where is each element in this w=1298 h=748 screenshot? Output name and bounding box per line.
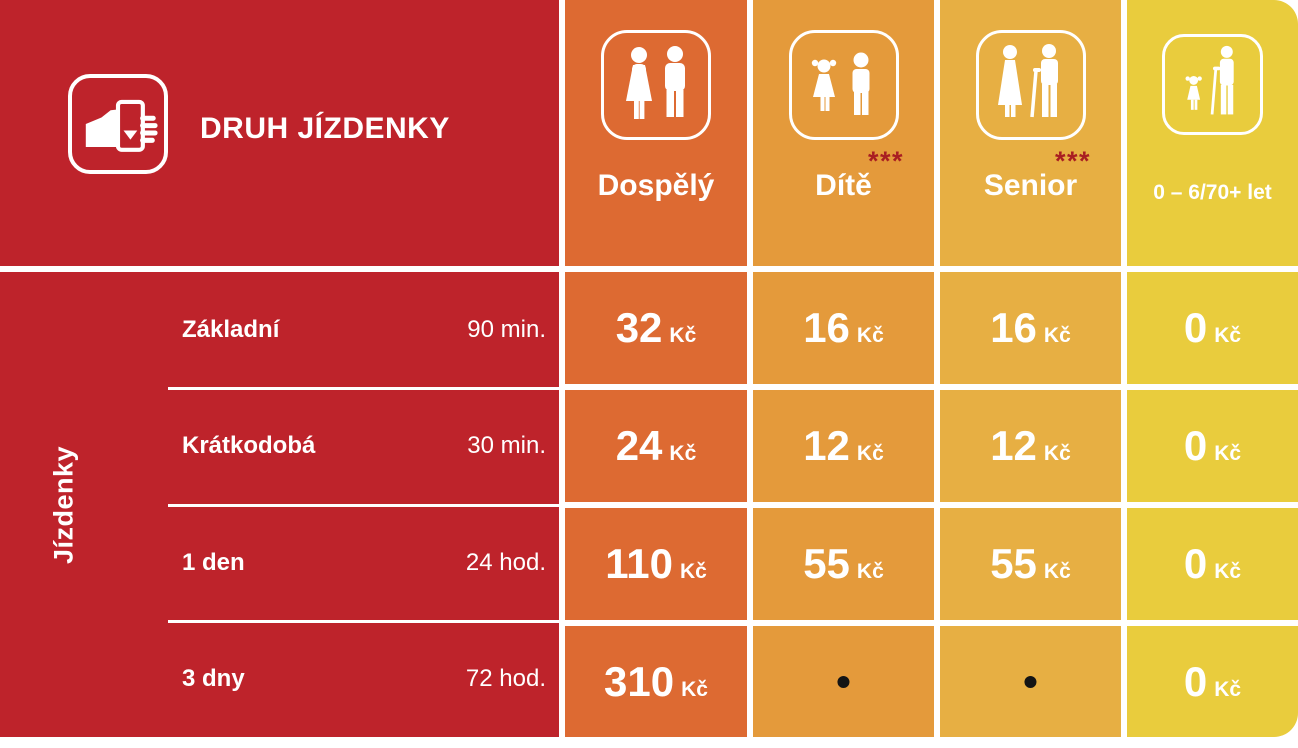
- price-cell-free-2: 0 Kč: [1127, 508, 1298, 620]
- column-label: 0 – 6/70+ let: [1153, 181, 1272, 204]
- table-title: DRUH JÍZDENKY: [200, 112, 450, 145]
- child-and-senior-icon: [1162, 34, 1263, 135]
- ticket-name: Krátkodobá: [182, 432, 316, 460]
- price-cell-adult-3: 310 Kč: [565, 626, 747, 737]
- column-dospely: Dospělý 32 Kč 24 Kč 110 Kč 310 Kč: [565, 0, 747, 737]
- ticket-name: Základní: [182, 316, 280, 344]
- price-cell-adult-1: 24 Kč: [565, 390, 747, 502]
- price-cell-child-3: •: [753, 626, 934, 737]
- ticket-row-3dny: 3 dny 72 hod.: [0, 619, 559, 737]
- column-header-free: 0 – 6/70+ let: [1127, 0, 1298, 266]
- price-cell-senior-3: •: [940, 626, 1121, 737]
- ticket-type-header: DRUH JÍZDENKY: [0, 0, 559, 266]
- senior-footnote-asterisks: ***: [1054, 146, 1091, 176]
- senior-couple-icon: [975, 30, 1086, 140]
- price-cell-senior-0: 16 Kč: [940, 272, 1121, 384]
- price-cell-senior-2: 55 Kč: [940, 508, 1121, 620]
- ticket-types-panel: Jízdenky Základní 90 min. Krátkodobá 30 …: [0, 272, 559, 737]
- column-label: Dospělý: [597, 169, 715, 202]
- ticket-row-zakladni: Základní 90 min.: [0, 272, 559, 388]
- ticket-duration: 24 hod.: [465, 548, 546, 576]
- ticket-rows: Základní 90 min. Krátkodobá 30 min. 1 de…: [0, 272, 559, 737]
- column-senior: *** Senior 16 Kč 12 Kč 55 Kč •: [940, 0, 1121, 737]
- woman-and-man-glyph: [626, 46, 685, 119]
- price-cell-adult-2: 110 Kč: [565, 508, 747, 620]
- ticket-row-1den: 1 den 24 hod.: [0, 503, 559, 621]
- column-label: Dítě: [815, 169, 872, 202]
- ticket-row-kratkodoba: Krátkodobá 30 min.: [0, 387, 559, 504]
- column-dite: *** Dítě 16 Kč 12 Kč 55 Kč •: [753, 0, 934, 737]
- column-free: 0 – 6/70+ let 0 Kč 0 Kč 0 Kč 0 Kč: [1127, 0, 1298, 737]
- senior-couple-glyph: [997, 44, 1058, 118]
- ticket-name: 3 dny: [182, 664, 245, 692]
- price-cell-child-0: 16 Kč: [753, 272, 934, 384]
- dite-footnote-asterisks: ***: [867, 146, 904, 176]
- price-cell-free-1: 0 Kč: [1127, 390, 1298, 502]
- girl-and-boy-glyph: [811, 52, 869, 115]
- price-cell-senior-1: 12 Kč: [940, 390, 1121, 502]
- hand-validating-ticket-glyph: [85, 99, 158, 152]
- girl-and-boy-icon: [788, 30, 899, 140]
- price-cell-child-1: 12 Kč: [753, 390, 934, 502]
- price-cell-free-0: 0 Kč: [1127, 272, 1298, 384]
- price-cell-free-3: 0 Kč: [1127, 626, 1298, 737]
- not-available-dot: •: [1023, 658, 1038, 705]
- ticket-duration: 72 hod.: [465, 664, 546, 692]
- column-header-dospely: Dospělý: [565, 0, 747, 266]
- hand-validating-ticket-icon: [68, 74, 168, 174]
- ticket-duration: 30 min.: [467, 432, 546, 460]
- column-header-dite: *** Dítě: [753, 0, 934, 266]
- ticket-name: 1 den: [182, 548, 245, 576]
- column-header-senior: *** Senior: [940, 0, 1121, 266]
- ticket-duration: 90 min.: [467, 316, 546, 344]
- not-available-dot: •: [836, 658, 851, 705]
- child-and-senior-glyph: [1184, 45, 1234, 115]
- column-label: Senior: [983, 169, 1078, 202]
- price-cell-child-2: 55 Kč: [753, 508, 934, 620]
- woman-and-man-icon: [601, 30, 711, 140]
- price-cell-adult-0: 32 Kč: [565, 272, 747, 384]
